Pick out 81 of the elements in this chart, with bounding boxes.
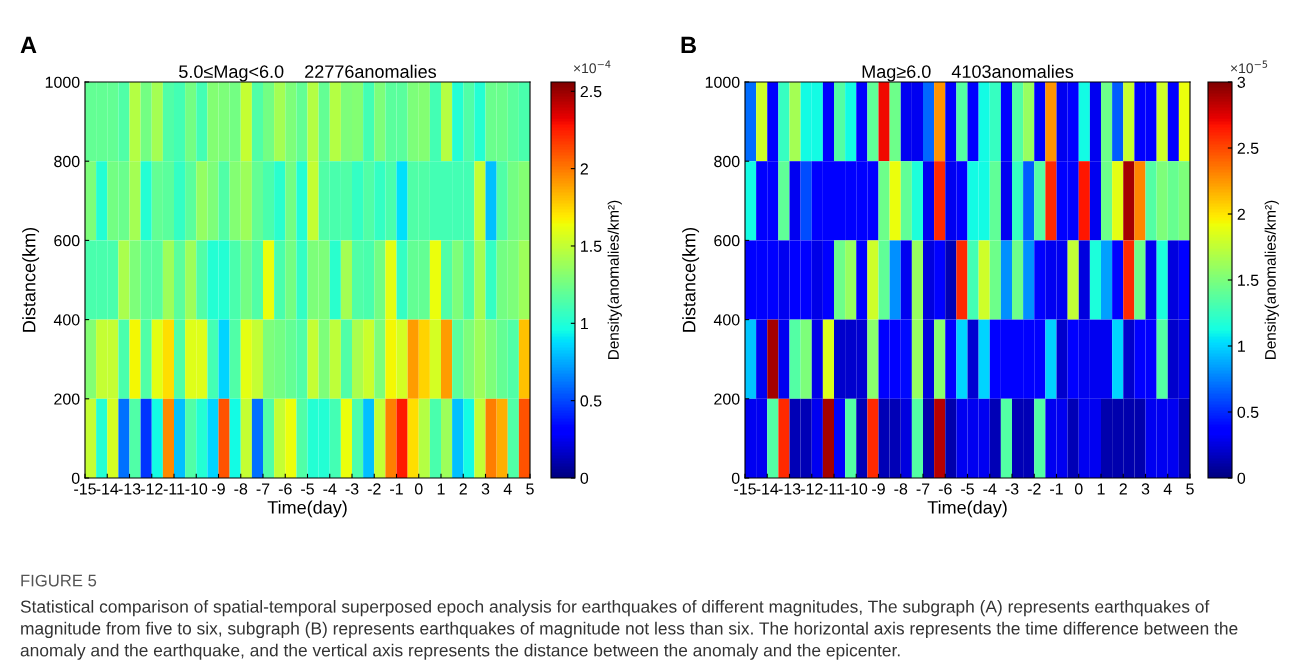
color-bar-label: 2.5 <box>1237 142 1259 154</box>
x-tick-label: -4 <box>983 483 997 495</box>
color-bar-label: 1 <box>581 318 588 330</box>
x-axis-title: Time(day) <box>927 500 1007 518</box>
y-tick-label: 200 <box>714 393 740 405</box>
x-tick-label: -7 <box>256 483 270 495</box>
color-bar-title: Density(anomalies/km²) <box>607 200 622 359</box>
x-tick-label: 4 <box>503 483 512 495</box>
x-tick-label: -1 <box>390 483 403 495</box>
x-tick-label: 4 <box>1163 483 1172 495</box>
text: ×10$^{−4}$ <box>573 60 611 74</box>
x-tick-label: -13 <box>118 483 141 495</box>
y-tick-label: 800 <box>54 155 80 168</box>
x-tick-label: -3 <box>345 483 359 495</box>
x-tick-label: -5 <box>961 483 974 495</box>
y-tick-label: 1000 <box>45 76 80 88</box>
text: ×10$^{−5}$ <box>1230 60 1268 74</box>
x-tick-label: 3 <box>481 483 490 495</box>
x-tick-label: -13 <box>778 483 801 495</box>
text: Statistical comparison of spatial-temporal superposed epoch analysis for earthquakes of different magnitudes, The subgraph (A) represents earthquakes of magnitude from five to six, subgraph (B) represents earthquakes of magnitude not less than six. The horizontal axis represents the time difference between the anomaly and the earthquake, and the vertical axis represents the distance between the anomaly and the epicenter. <box>20 600 1238 660</box>
x-tick-label: -14 <box>96 483 119 495</box>
x-tick-label: -10 <box>845 483 868 495</box>
y-axis-title: Distance(km) <box>682 227 700 332</box>
color-bar-label: 0 <box>1237 472 1246 484</box>
color-bar-label: 1.5 <box>581 240 602 252</box>
x-tick-label: -12 <box>800 483 823 495</box>
color-bar-label: 3 <box>1237 76 1246 88</box>
chart-title: 5.0≤Mag<6.0 22776anomalies <box>179 64 437 82</box>
x-tick-label: 2 <box>1119 483 1127 495</box>
x-tick-label: 5 <box>526 483 534 495</box>
x-tick-label: -8 <box>234 483 248 495</box>
y-tick-label: 400 <box>53 314 80 326</box>
color-bar-label: 0.5 <box>1237 406 1259 418</box>
x-tick-label: 2 <box>459 483 467 495</box>
x-tick-label: -15 <box>734 483 756 495</box>
y-tick-label: 600 <box>54 235 80 247</box>
y-tick-label: 1000 <box>705 76 740 88</box>
x-tick-label: 1 <box>1097 483 1105 495</box>
x-tick-label: -1 <box>1050 483 1063 495</box>
y-tick-label: 800 <box>714 155 740 168</box>
x-tick-label: 0 <box>414 483 423 495</box>
color-bar-label: 2.5 <box>580 85 602 98</box>
color-bar-label: 2 <box>580 163 588 175</box>
x-tick-label: -15 <box>74 483 96 495</box>
x-tick-label: -10 <box>185 483 208 495</box>
x-tick-label: -14 <box>756 483 779 495</box>
x-tick-label: -9 <box>212 483 225 495</box>
color-bar-label: 1 <box>1238 340 1245 352</box>
y-axis-title: Distance(km) <box>22 227 40 332</box>
y-tick-label: 0 <box>731 472 740 484</box>
chart-title: Mag≥6.0 4103anomalies <box>862 64 1074 82</box>
x-tick-label: -7 <box>916 483 930 495</box>
color-bar-label: 1.5 <box>1238 274 1259 286</box>
x-tick-label: -11 <box>163 483 185 495</box>
y-tick-label: 400 <box>713 314 740 326</box>
text: B <box>681 36 696 54</box>
color-bar-label: 0.5 <box>580 395 602 407</box>
x-tick-label: -4 <box>323 483 337 495</box>
x-tick-label: -3 <box>1005 483 1019 495</box>
x-tick-label: -9 <box>872 483 885 495</box>
x-tick-label: -2 <box>1027 483 1041 495</box>
x-tick-label: -12 <box>140 483 163 495</box>
x-tick-label: -5 <box>301 483 314 495</box>
x-axis-title: Time(day) <box>267 500 347 518</box>
x-tick-label: -2 <box>367 483 381 495</box>
x-tick-label: 3 <box>1141 483 1150 495</box>
text: A <box>20 36 37 54</box>
y-tick-label: 200 <box>54 393 80 405</box>
x-tick-label: 1 <box>437 483 445 495</box>
x-tick-label: -6 <box>938 483 952 495</box>
color-bar-title: Density(anomalies/km²) <box>1264 200 1279 359</box>
y-tick-label: 600 <box>714 235 740 247</box>
x-tick-label: -8 <box>894 483 908 495</box>
x-tick-label: 0 <box>1074 483 1083 495</box>
x-tick-label: 5 <box>1186 483 1194 495</box>
caption: FIGURE 5 <box>21 574 97 587</box>
x-tick-label: -6 <box>278 483 292 495</box>
color-bar-label: 0 <box>580 472 589 484</box>
x-tick-label: -11 <box>823 483 845 495</box>
y-tick-label: 0 <box>71 472 80 484</box>
color-bar-label: 2 <box>1237 208 1245 220</box>
